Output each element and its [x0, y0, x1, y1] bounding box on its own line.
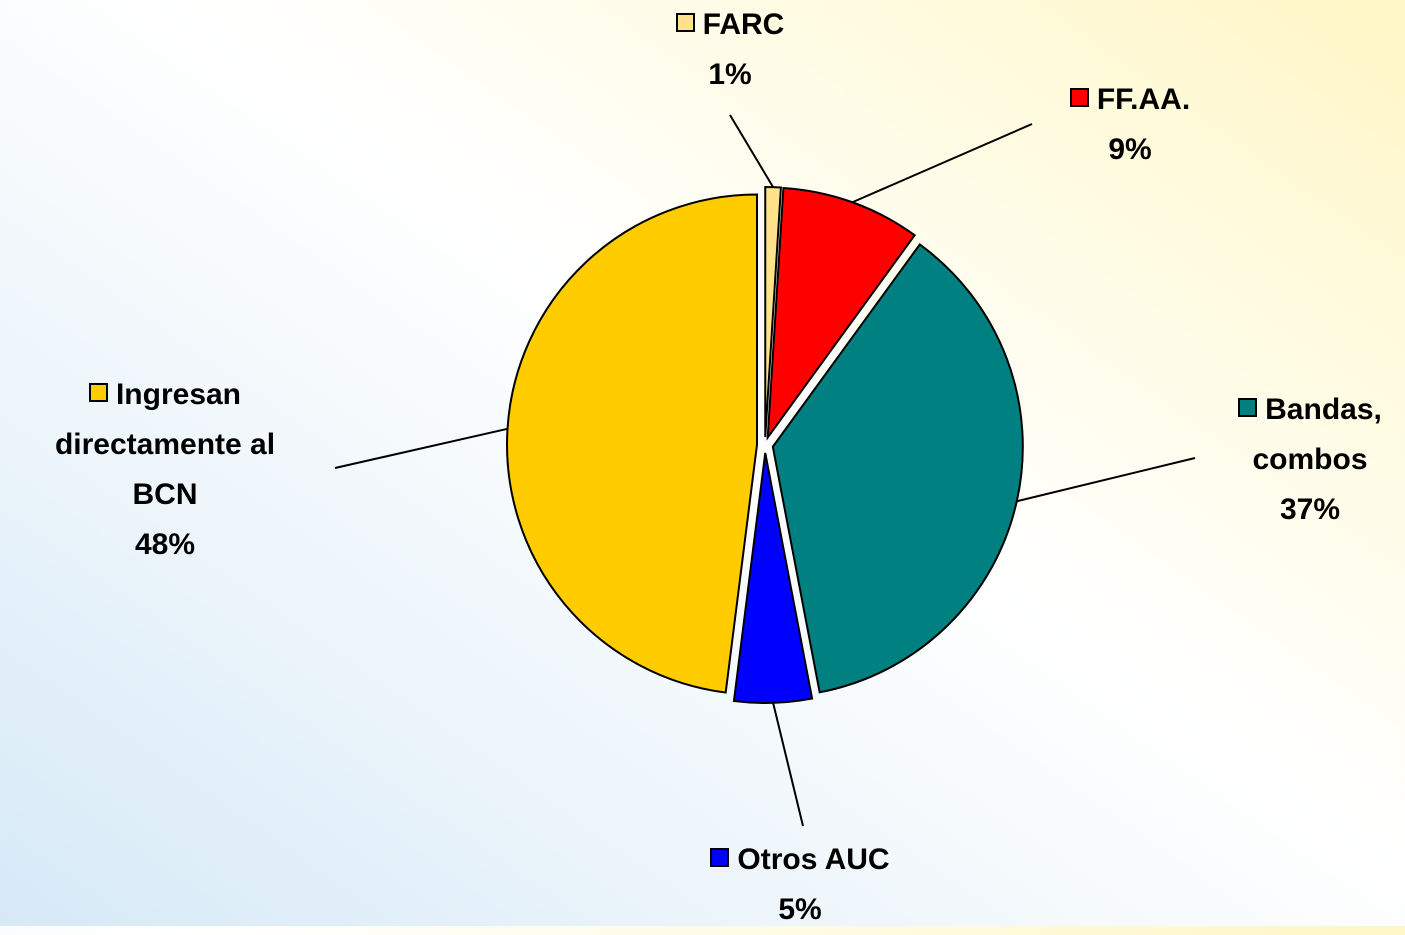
- category-name: FARC: [702, 8, 785, 41]
- slice-label: Ingresan directamente al BCN 48%: [20, 370, 310, 570]
- category-name: Otros AUC: [737, 843, 890, 876]
- value-label: 48%: [134, 528, 196, 561]
- category-name: Bandas, combos: [1252, 393, 1382, 476]
- legend-swatch: [88, 383, 108, 402]
- slice-label: FARC 1%: [630, 0, 830, 100]
- legend-swatch: [1069, 88, 1089, 107]
- slice-label: Otros AUC 5%: [670, 835, 930, 935]
- value-label: 9%: [1108, 133, 1152, 166]
- legend-swatch: [710, 848, 730, 867]
- leader-line: [729, 114, 774, 188]
- leader-line: [772, 702, 804, 827]
- leader-line: [851, 123, 1033, 204]
- leader-line: [1016, 457, 1196, 503]
- value-label: 1%: [708, 58, 752, 91]
- pie-slice: [506, 193, 759, 694]
- pie-slice: [771, 243, 1024, 694]
- pie-slice: [766, 186, 917, 441]
- value-label: 37%: [1279, 493, 1341, 526]
- slice-label: FF.AA. 9%: [1030, 75, 1230, 175]
- legend-swatch: [1238, 398, 1258, 417]
- legend-swatch: [675, 13, 695, 32]
- category-name: Ingresan directamente al BCN: [54, 378, 276, 511]
- value-label: 5%: [778, 893, 822, 926]
- leader-line: [334, 427, 508, 469]
- category-name: FF.AA.: [1096, 83, 1191, 116]
- slice-label: Bandas, combos 37%: [1215, 385, 1405, 535]
